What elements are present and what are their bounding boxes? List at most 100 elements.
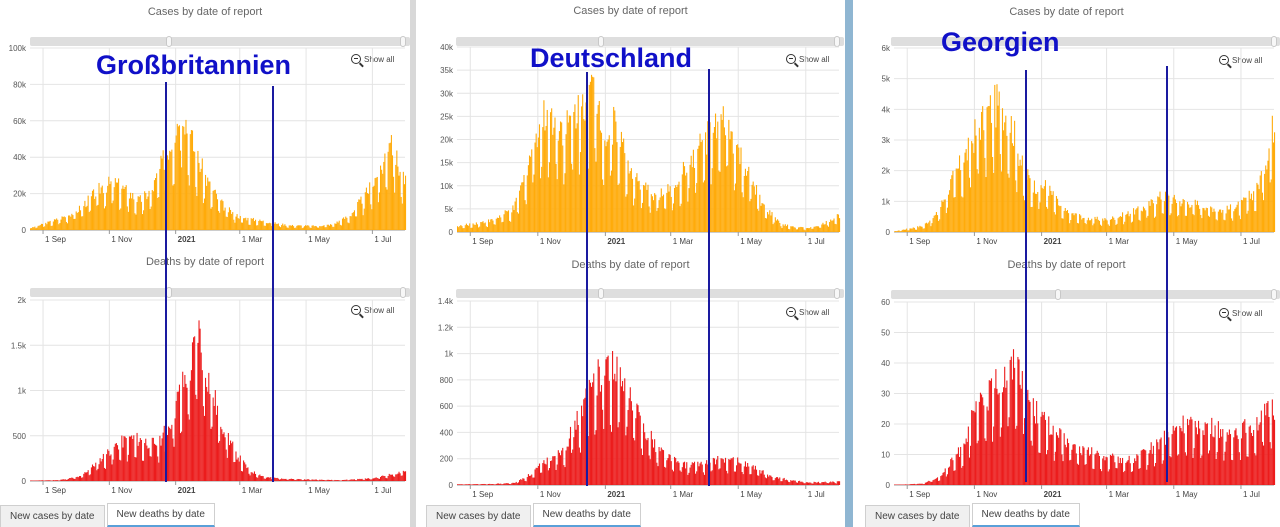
zoom-scrollbar[interactable] [30, 36, 410, 47]
tab-new-cases[interactable]: New cases by date [0, 505, 105, 527]
bar [775, 220, 777, 232]
bar [998, 392, 1000, 485]
tab-new-deaths[interactable]: New deaths by date [532, 503, 641, 527]
bar [43, 226, 45, 230]
bar [528, 475, 531, 485]
bar [1272, 415, 1274, 485]
bar [1083, 217, 1085, 232]
show-all-button[interactable]: Show all [351, 54, 394, 64]
bar [953, 470, 955, 485]
scroll-grip-icon[interactable] [1021, 36, 1027, 47]
bar [326, 224, 328, 230]
bar [209, 181, 211, 230]
bar [1019, 384, 1021, 485]
bar [558, 452, 560, 485]
bar [633, 437, 635, 485]
bar [333, 480, 335, 481]
bar [357, 201, 359, 230]
marker-line [164, 82, 167, 482]
bar [554, 117, 556, 232]
scroll-grip-icon[interactable] [1271, 289, 1277, 300]
scroll-grip-icon[interactable] [1055, 289, 1061, 300]
bar [596, 395, 598, 485]
bar [290, 225, 292, 230]
bar [831, 220, 833, 232]
bar [1040, 416, 1042, 485]
bar [630, 401, 632, 485]
bar [105, 468, 107, 481]
bar [1010, 116, 1012, 232]
tab-new-deaths[interactable]: New deaths by date [971, 503, 1080, 527]
bar [1139, 220, 1141, 232]
tab-new-cases[interactable]: New cases by date [865, 505, 970, 527]
bar [720, 458, 722, 485]
bar [383, 161, 385, 230]
bar [322, 225, 324, 230]
scroll-grip-icon[interactable] [834, 288, 840, 299]
bar [638, 412, 640, 485]
bar [931, 481, 933, 485]
bar [41, 480, 44, 481]
scroll-grip-icon[interactable] [400, 36, 406, 47]
zoom-scrollbar[interactable] [891, 36, 1280, 47]
y-tick-label: 0 [886, 228, 891, 237]
bar [676, 187, 678, 232]
bar [476, 224, 479, 232]
show-all-button[interactable]: Show all [1219, 55, 1262, 65]
show-all-button[interactable]: Show all [1219, 308, 1262, 318]
zoom-scrollbar[interactable] [30, 287, 410, 298]
bar [61, 216, 63, 230]
bar [133, 199, 135, 230]
bar [373, 478, 375, 481]
bar [724, 457, 727, 485]
bar [517, 482, 520, 485]
bar [1038, 452, 1040, 485]
tab-new-deaths[interactable]: New deaths by date [106, 503, 215, 527]
bar [1059, 206, 1061, 232]
scroll-grip-icon[interactable] [598, 288, 604, 299]
scroll-grip-icon[interactable] [400, 287, 406, 298]
bar [784, 224, 786, 232]
bar [649, 459, 651, 485]
bar [1217, 211, 1219, 232]
x-tick-label: 1 Nov [540, 490, 561, 499]
bar [502, 484, 504, 485]
bar [389, 142, 391, 230]
bar [699, 463, 701, 485]
show-all-button[interactable]: Show all [786, 307, 829, 317]
bar [525, 204, 527, 232]
zoom-scrollbar[interactable] [891, 289, 1280, 300]
bar [798, 227, 800, 232]
bar [393, 176, 395, 230]
bar [336, 221, 338, 230]
zoom-scrollbar[interactable] [456, 288, 844, 299]
bar [598, 366, 600, 485]
bar [599, 391, 601, 485]
bar [1178, 215, 1180, 232]
tab-new-cases[interactable]: New cases by date [426, 505, 531, 527]
bar [1041, 187, 1043, 232]
bar [1248, 426, 1250, 485]
bar [988, 106, 990, 232]
bar [990, 122, 993, 232]
bar [275, 223, 277, 230]
bar [1248, 190, 1250, 232]
bar [63, 479, 65, 481]
bar [627, 410, 629, 485]
scroll-grip-icon[interactable] [1271, 36, 1277, 47]
bar [1076, 463, 1078, 485]
bar [233, 462, 235, 481]
bar [625, 196, 627, 232]
bar [638, 180, 640, 232]
bar [778, 478, 780, 485]
bar [643, 423, 645, 485]
bar [619, 367, 621, 485]
show-all-button[interactable]: Show all [351, 305, 394, 315]
bar [278, 479, 280, 481]
bar [175, 135, 177, 230]
bar [1140, 450, 1142, 485]
bar [102, 453, 104, 481]
scroll-grip-icon[interactable] [166, 36, 172, 47]
show-all-button[interactable]: Show all [786, 54, 829, 64]
